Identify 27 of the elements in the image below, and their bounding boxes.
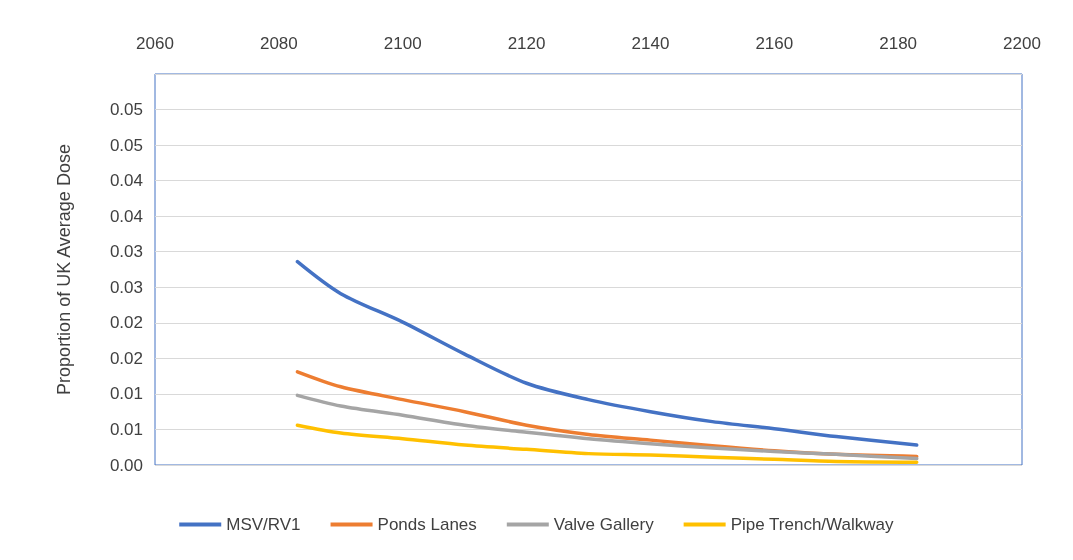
legend-label: Valve Gallery: [553, 515, 655, 534]
legend-label: MSV/RV1: [226, 515, 301, 534]
y-tick-label: 0.05: [109, 135, 143, 155]
x-tick-label: 2180: [879, 34, 918, 53]
x-tick-label: 2080: [259, 34, 298, 53]
line-series: [295, 393, 919, 461]
y-tick-label: 0.01: [109, 384, 143, 404]
x-tick-label: 2120: [507, 34, 546, 53]
y-tick-label: 0.04: [109, 206, 143, 226]
y-tick-label: 0.02: [109, 348, 143, 368]
line-series: [295, 259, 919, 447]
y-axis-title: Proportion of UK Average Dose: [54, 144, 74, 395]
x-tick-label: 2140: [631, 34, 670, 53]
x-tick-label: 2200: [1003, 34, 1041, 53]
x-tick-label: 2060: [136, 34, 174, 53]
y-tick-label: 0.02: [109, 313, 143, 333]
y-tick-label: 0.00: [109, 455, 143, 475]
y-tick-label: 0.04: [109, 171, 143, 191]
y-tick-label: 0.01: [109, 419, 143, 439]
x-tick-label: 2160: [755, 34, 794, 53]
y-tick-label: 0.03: [109, 277, 143, 297]
y-tick-label: 0.03: [109, 242, 143, 262]
y-tick-label: 0.05: [109, 100, 143, 120]
legend-label: Pipe Trench/Walkway: [730, 515, 894, 534]
x-tick-label: 2100: [383, 34, 422, 53]
legend-label: Ponds Lanes: [377, 515, 477, 534]
line-series: [295, 423, 919, 464]
